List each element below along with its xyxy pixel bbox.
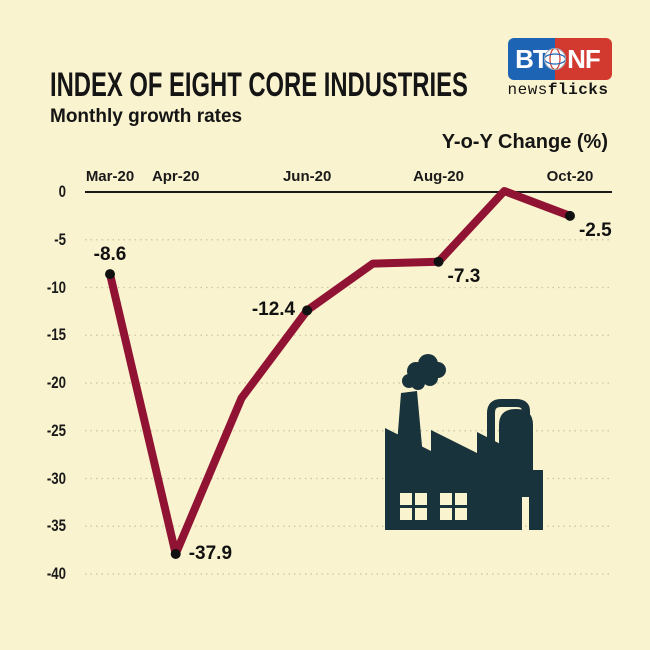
y-tick-label: 0	[58, 182, 66, 201]
y-tick-label: -40	[46, 564, 66, 583]
globe-icon	[543, 47, 567, 71]
logo-wordmark-bold: flicks	[547, 81, 609, 99]
x-tick-label: Mar-20	[85, 168, 135, 185]
x-tick-label: Apr-20	[151, 168, 200, 185]
factory-icon	[385, 354, 543, 530]
y-tick-label: -35	[46, 516, 66, 536]
y-axis-title: Y-o-Y Change (%)	[441, 131, 608, 153]
data-point-label: -12.4	[251, 299, 296, 321]
y-tick-label: -30	[46, 468, 66, 488]
x-tick-label: Jun-20	[282, 168, 332, 185]
y-tick-label: -10	[46, 277, 66, 297]
y-tick-label: -20	[46, 373, 66, 392]
data-point-label: -8.6	[93, 244, 127, 266]
data-point-label: -2.5	[578, 219, 612, 241]
x-tick-label: Oct-20	[546, 168, 594, 185]
data-point-label: -37.9	[188, 542, 233, 564]
y-tick-label: -25	[46, 420, 66, 440]
data-point-label: -7.3	[447, 265, 481, 287]
btnf-logo: BT NF	[508, 38, 612, 80]
page-subtitle: Monthly growth rates	[50, 106, 243, 127]
logo-wordmark-light: news	[507, 81, 548, 99]
logo-wordmark: newsflicks	[502, 81, 614, 99]
x-tick-label: Aug-20	[413, 168, 464, 185]
y-tick-label: -5	[54, 229, 66, 249]
y-tick-label: -15	[46, 325, 66, 345]
page-title: INDEX OF EIGHT CORE INDUSTRIES	[50, 66, 468, 104]
